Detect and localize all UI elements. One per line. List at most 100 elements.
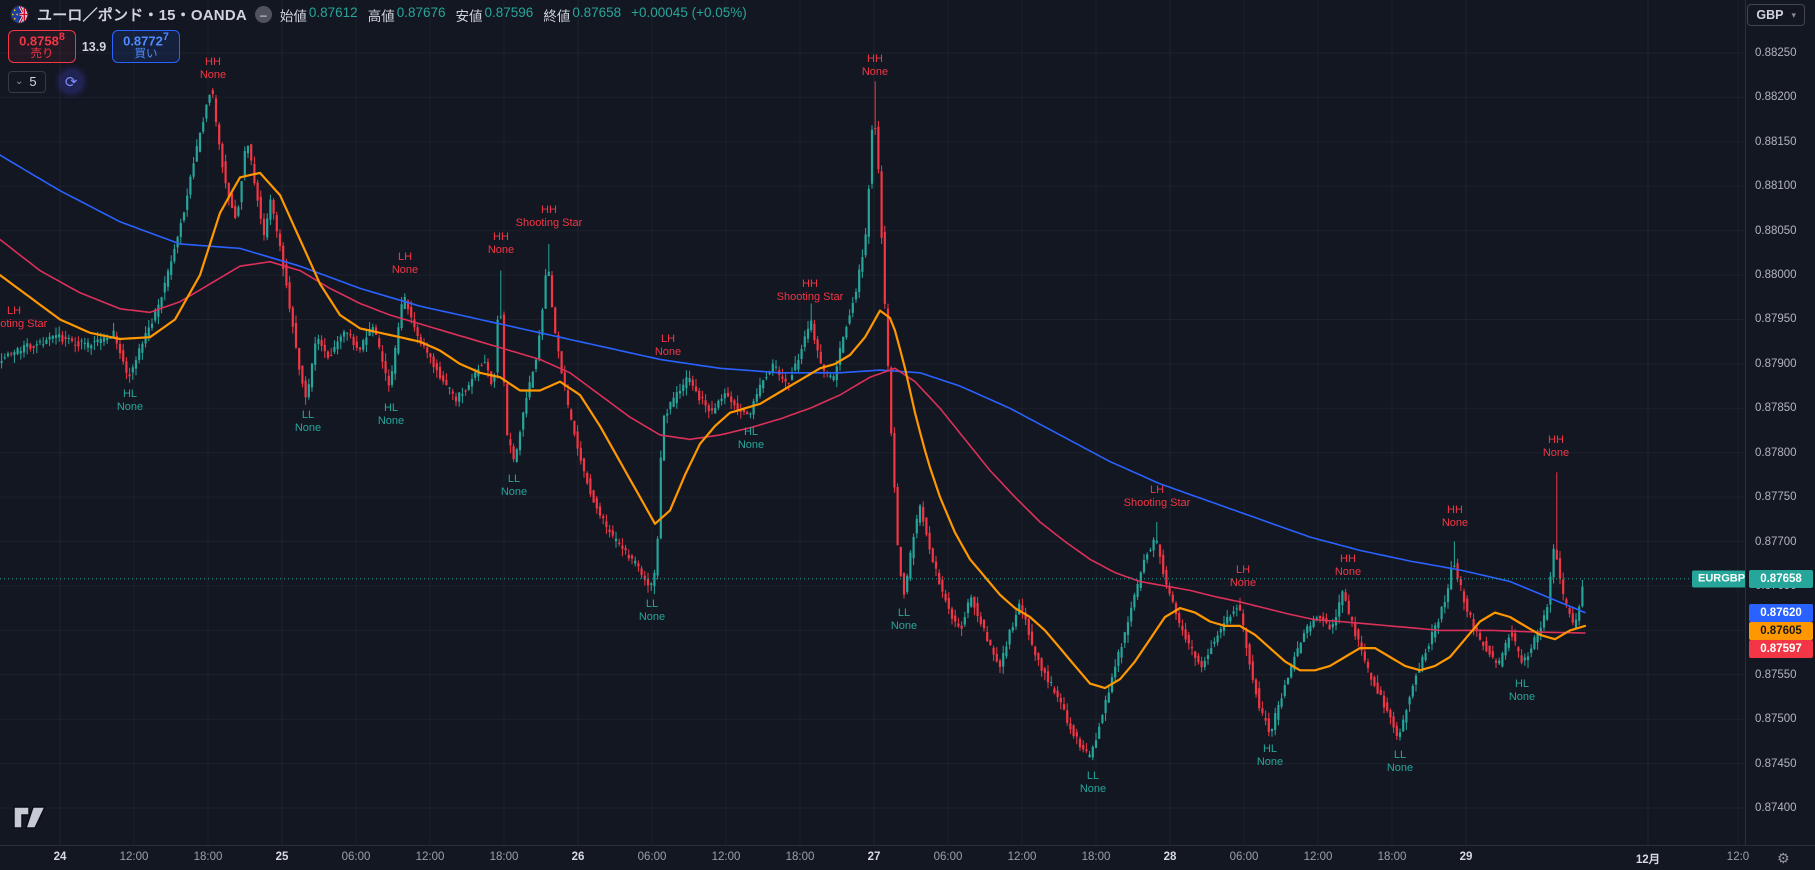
swing-label: LL None [638, 597, 666, 623]
time-axis-label: 12:00 [1303, 851, 1333, 863]
price-axis-label: 0.88100 [1755, 180, 1797, 193]
swing-label: HL None [116, 388, 144, 414]
symbol-legend[interactable]: ユーロ／ポンド・15・OANDA – 始値 0.87612 高値 0.87676 安… [10, 4, 747, 25]
time-axis-label: 26 [571, 851, 585, 863]
time-axis-label: 18:00 [785, 851, 815, 863]
gear-icon[interactable]: ⚙ [1777, 850, 1790, 866]
time-axis-label: 18:00 [489, 851, 519, 863]
swing-label: HH None [1334, 553, 1362, 579]
swing-label: HH None [1441, 503, 1469, 529]
time-axis[interactable]: ⚙ 24 12:00 18:00 25 06:00 12:00 18:00 26 06:00 12… [0, 845, 1815, 870]
close-label: 終値 [543, 8, 571, 24]
open-label: 始値 [279, 8, 307, 24]
price-axis-label: 0.88150 [1755, 135, 1797, 148]
price-axis[interactable]: 0.88250 0.88200 0.88150 0.88100 0.88050 0.880… [1745, 0, 1815, 845]
time-axis-label: 18:00 [1377, 851, 1407, 863]
time-axis-label: 06:00 [637, 851, 667, 863]
time-axis-label: 12:00 [711, 851, 741, 863]
ma-price-tag: 0.87605 [1749, 622, 1813, 640]
open-value: 0.87612 [308, 4, 358, 20]
low-value: 0.87596 [484, 4, 534, 20]
price-axis-label: 0.87950 [1755, 313, 1797, 326]
swing-label: HH Shooting Star [776, 278, 844, 304]
swing-label: HH Shooting Star [515, 204, 583, 230]
swing-label: LH None [1229, 564, 1257, 590]
ohlc-readout: 始値 0.87612 高値 0.87676 安値 0.87596 終値 0.87658 … [280, 5, 747, 25]
trade-panel: 0.87588 売り 13.9 0.87727 買い [8, 30, 180, 63]
time-axis-label: 18:00 [1081, 851, 1111, 863]
close-value: 0.87658 [572, 4, 622, 20]
time-axis-label: 25 [275, 851, 289, 863]
swing-label: HH None [861, 53, 889, 79]
price-axis-label: 0.88000 [1755, 269, 1797, 282]
ma-line-slow [0, 154, 1586, 614]
change-value: +0.00045 (+0.05%) [631, 4, 747, 20]
time-axis-label: 12:00 [415, 851, 445, 863]
time-axis-label: 29 [1459, 851, 1473, 863]
trade-subrow: ⌄ 5 ⟳ [8, 70, 83, 93]
time-axis-label: 27 [867, 851, 881, 863]
swing-label: HH None [199, 55, 227, 81]
quantity-selector[interactable]: ⌄ 5 [8, 70, 46, 93]
currency-dropdown[interactable]: GBP ▾ [1747, 4, 1805, 26]
price-axis-label: 0.87450 [1755, 757, 1797, 770]
price-axis-label: 0.87900 [1755, 357, 1797, 370]
hide-legend-icon[interactable]: – [254, 6, 272, 23]
sell-label: 売り [30, 48, 54, 61]
swing-label: LL None [1386, 748, 1414, 774]
buy-button[interactable]: 0.87727 買い [112, 30, 180, 63]
current-price-tag: 0.87658 [1749, 569, 1813, 588]
swing-label: HH None [487, 230, 515, 256]
swing-label: LH None [391, 251, 419, 277]
chevron-down-icon: ⌄ [15, 75, 24, 87]
price-axis-label: 0.88200 [1755, 91, 1797, 104]
time-axis-label: 12月 [1635, 854, 1661, 866]
swing-label: LH None [654, 333, 682, 359]
swing-label: LL None [1079, 770, 1107, 796]
price-axis-label: 0.87500 [1755, 713, 1797, 726]
low-label: 安値 [455, 8, 483, 24]
swing-label: HL None [377, 402, 405, 428]
ma-line-fast [0, 171, 1587, 690]
ma-price-tag: 0.87620 [1749, 604, 1813, 622]
quantity-value: 5 [29, 73, 37, 89]
time-axis-label: 24 [53, 851, 67, 863]
price-axis-label: 0.88250 [1755, 47, 1797, 59]
currency-label: GBP [1756, 8, 1784, 22]
time-axis-label: 06:00 [1229, 851, 1259, 863]
swing-label: LL None [294, 408, 322, 434]
time-axis-label: 12:00 [119, 851, 149, 863]
time-axis-label: 18:00 [193, 851, 223, 863]
refresh-icon[interactable]: ⟳ [59, 70, 83, 93]
price-axis-label: 0.87850 [1755, 402, 1797, 415]
eurgbp-flag-icon [10, 5, 29, 24]
high-label: 高値 [367, 8, 395, 24]
high-value: 0.87676 [396, 4, 446, 20]
time-axis-label: 06:00 [341, 851, 371, 863]
swing-label: LL None [500, 472, 528, 498]
price-axis-label: 0.87700 [1755, 535, 1797, 548]
time-axis-label: 28 [1163, 851, 1177, 863]
spread-value: 13.9 [81, 39, 107, 54]
price-axis-label: 0.88050 [1755, 224, 1797, 237]
price-axis-label: 0.87800 [1755, 446, 1797, 459]
symbol-title[interactable]: ユーロ／ポンド・15・OANDA [37, 7, 247, 24]
swing-label: HL None [1256, 743, 1284, 769]
buy-label: 買い [134, 48, 158, 61]
current-price-symbol-tag: EURGBP [1692, 570, 1745, 588]
candlestick-chart[interactable] [0, 0, 1745, 845]
swing-label: LL None [890, 606, 918, 632]
ma-line-mid [0, 238, 1586, 634]
swing-label: HH None [1542, 434, 1570, 460]
ma-price-tag: 0.87597 [1749, 640, 1813, 658]
chart-area[interactable]: HH None HH None HH Shooting Star HH None LH None L… [0, 0, 1745, 845]
swing-label: HL None [1508, 677, 1536, 703]
price-axis-label: 0.87400 [1755, 802, 1797, 814]
time-axis-label: 06:00 [933, 851, 963, 863]
time-axis-label: 12:0 [1726, 851, 1750, 863]
tradingview-logo[interactable] [13, 804, 47, 830]
sell-button[interactable]: 0.87588 売り [8, 30, 76, 63]
swing-label: HL None [737, 426, 765, 452]
